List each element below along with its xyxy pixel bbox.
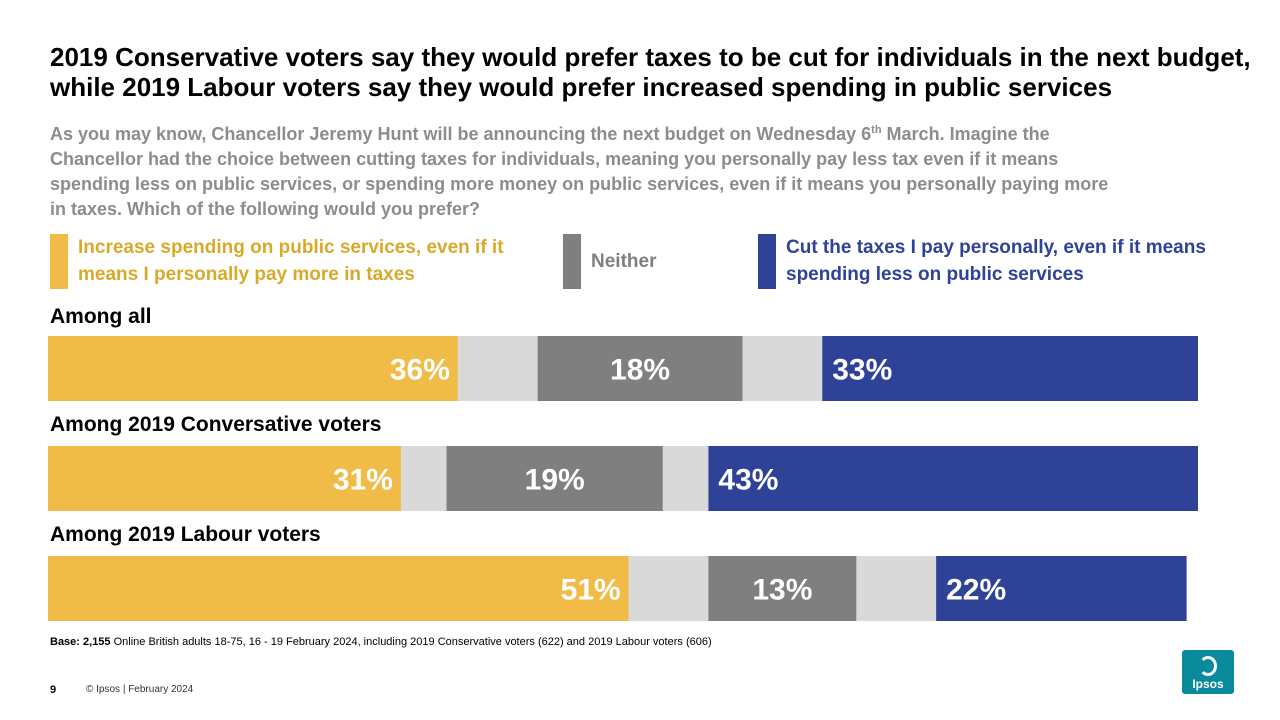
- data-label-neither-all: 18%: [610, 354, 670, 387]
- question-text-part1: As you may know, Chancellor Jeremy Hunt …: [50, 124, 872, 144]
- data-label-cut-conservative: 43%: [718, 464, 778, 497]
- bar-segment-gap2-conservative: [662, 446, 709, 511]
- logo-text: Ipsos: [1192, 677, 1224, 691]
- data-label-neither-labour: 13%: [752, 574, 812, 607]
- bar-segment-neither-labour: [708, 556, 857, 621]
- bar-segment-cut-conservative: [708, 446, 1198, 511]
- legend-label-spend: Increase spending on public services, ev…: [78, 237, 504, 285]
- bar-row-labour: 51% 13% 22%: [48, 556, 1187, 621]
- bar-segment-spend-labour: [48, 556, 629, 621]
- bar-row-all: 36% 18% 33%: [48, 336, 1198, 401]
- legend-swatch-spend: [50, 234, 68, 289]
- bar-segment-spend-conservative: [48, 446, 401, 511]
- bar-segment-gap2-labour: [856, 556, 937, 621]
- copyright: © Ipsos | February 2024: [86, 684, 194, 695]
- data-label-cut-labour: 22%: [946, 574, 1006, 607]
- bar-segment-cut-labour: [936, 556, 1187, 621]
- bar-segment-gap1-conservative: [400, 446, 447, 511]
- legend-item-cut: Cut the taxes I pay personally, even if …: [758, 234, 1206, 289]
- data-label-spend-all: 36%: [390, 354, 450, 387]
- data-label-cut-all: 33%: [832, 354, 892, 387]
- page-number: 9: [50, 684, 57, 696]
- bar-segment-gap1-labour: [628, 556, 709, 621]
- page-title: 2019 Conservative voters say they would …: [50, 42, 1251, 102]
- bar-segment-neither-conservative: [446, 446, 663, 511]
- data-label-spend-conservative: 31%: [333, 464, 393, 497]
- ipsos-logo: Ipsos: [1182, 650, 1234, 694]
- base-note-bold: Base: 2,155: [50, 636, 111, 648]
- bar-segment-gap2-all: [742, 336, 823, 401]
- bar-segment-neither-all: [537, 336, 743, 401]
- bar-segment-gap1-all: [457, 336, 538, 401]
- bar-row-conservative: 31% 19% 43%: [48, 446, 1198, 511]
- legend-label-neither: Neither: [591, 251, 657, 272]
- legend-swatch-cut: [758, 234, 776, 289]
- data-label-spend-labour: 51%: [561, 574, 621, 607]
- legend-item-spend: Increase spending on public services, ev…: [50, 234, 538, 289]
- legend-label-cut: Cut the taxes I pay personally, even if …: [786, 237, 1206, 285]
- survey-question: As you may know, Chancellor Jeremy Hunt …: [50, 118, 1110, 222]
- base-note-text: Online British adults 18-75, 16 - 19 Feb…: [110, 636, 712, 648]
- question-superscript: th: [871, 124, 882, 136]
- legend-swatch-neither: [563, 234, 581, 289]
- logo-mark-icon: [1199, 656, 1217, 676]
- data-label-neither-conservative: 19%: [525, 464, 585, 497]
- legend-item-neither: Neither: [563, 234, 656, 289]
- bar-segment-spend-all: [48, 336, 458, 401]
- row-label-conservative: Among 2019 Conversative voters: [50, 413, 382, 436]
- base-note: Base: 2,155 Online British adults 18-75,…: [50, 636, 712, 648]
- row-label-labour: Among 2019 Labour voters: [50, 523, 321, 546]
- question-text-part2: March. Imagine the Chancellor had the ch…: [50, 124, 1109, 219]
- row-label-all: Among all: [50, 305, 152, 328]
- bar-segment-cut-all: [822, 336, 1198, 401]
